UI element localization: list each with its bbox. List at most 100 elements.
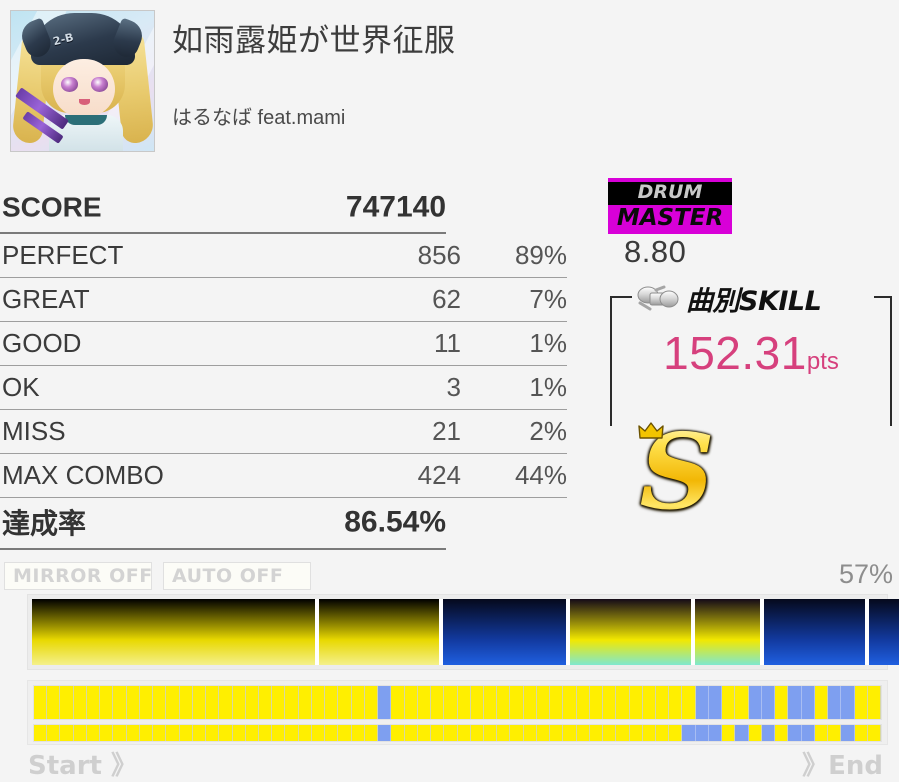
note-cell: [536, 725, 551, 741]
density-gauge-bar: [27, 594, 899, 670]
note-cell: [417, 686, 432, 719]
note-cell: [523, 686, 537, 719]
note-cell: [391, 686, 405, 719]
row-value: 11: [434, 327, 461, 358]
note-cell: [695, 686, 709, 719]
note-cell: [735, 686, 749, 719]
row-value: 424: [417, 459, 461, 490]
note-cell: [841, 686, 855, 719]
note-cell: [338, 725, 352, 741]
note-cell: [73, 686, 87, 719]
note-cell: [34, 725, 48, 741]
density-gauge-segment: [442, 599, 567, 665]
note-cell: [431, 686, 445, 719]
note-cell: [285, 725, 299, 741]
song-artist: はるなば feat.mami: [172, 107, 346, 129]
note-cell: [788, 725, 802, 741]
note-cell: [510, 686, 524, 719]
note-cell: [126, 686, 140, 719]
row-label: OK: [2, 371, 40, 402]
song-header: 2-B 如雨露姫が世界征服 はるなば feat.mami: [0, 0, 899, 163]
row-label: MISS: [2, 415, 66, 446]
note-cell: [47, 686, 61, 719]
note-cell: [748, 686, 762, 719]
note-cell: [497, 725, 511, 741]
table-row-perfect: PERFECT 856 89%: [0, 234, 567, 278]
note-cell: [364, 686, 379, 719]
note-cell: [338, 686, 352, 719]
note-cell: [589, 725, 604, 741]
note-row-top: [33, 685, 882, 720]
note-cell: [669, 725, 683, 741]
note-cell: [656, 725, 670, 741]
note-cell: [867, 686, 881, 719]
note-cell: [576, 686, 590, 719]
note-cell: [192, 686, 207, 719]
score-row: SCORE 747140: [0, 184, 446, 234]
note-cell: [616, 686, 630, 719]
table-row-max-combo: MAX COMBO 424 44%: [0, 454, 567, 498]
note-cell: [113, 686, 127, 719]
note-cell: [642, 686, 657, 719]
note-cell: [73, 725, 87, 741]
note-cell: [510, 725, 524, 741]
note-cell: [325, 686, 339, 719]
row-percent: 7%: [529, 283, 567, 314]
note-cell: [682, 686, 696, 719]
note-cell: [206, 686, 220, 719]
note-cell: [616, 725, 630, 741]
note-cell: [801, 725, 815, 741]
note-cell: [563, 725, 577, 741]
note-cell: [404, 725, 418, 741]
note-cell: [166, 686, 180, 719]
note-cell: [483, 725, 498, 741]
skill-value-container: 152.31pts: [610, 326, 892, 380]
note-cell: [457, 725, 471, 741]
density-gauge-segment: [570, 599, 692, 665]
note-cell: [669, 686, 683, 719]
density-gauge-segment: [869, 599, 899, 665]
row-percent: 89%: [514, 239, 567, 270]
note-cell: [60, 686, 74, 719]
options-row: MIRROR OFF AUTO OFF 57%: [0, 559, 899, 594]
note-cell: [192, 725, 207, 741]
difficulty-level: 8.80: [624, 234, 687, 269]
note-cell: [378, 686, 392, 719]
note-cell: [828, 686, 842, 719]
note-cell: [695, 725, 709, 741]
note-cell: [457, 686, 471, 719]
note-cell: [404, 686, 418, 719]
row-percent: 2%: [529, 415, 567, 446]
achievement-row: 達成率 86.54%: [0, 498, 446, 550]
skill-bracket-gap: [632, 289, 874, 307]
auto-option-badge[interactable]: AUTO OFF: [163, 562, 311, 590]
mirror-option-badge[interactable]: MIRROR OFF: [4, 562, 152, 590]
difficulty-badge: DRUM MASTER: [608, 178, 732, 234]
note-cell: [311, 686, 326, 719]
note-cell: [86, 686, 101, 719]
right-panel: DRUM MASTER 8.80: [600, 178, 899, 558]
note-cell: [378, 725, 392, 741]
note-cell: [417, 725, 432, 741]
note-cell: [603, 725, 617, 741]
difficulty-badge-line1: DRUM: [637, 181, 703, 203]
note-cell: [298, 686, 312, 719]
drum-icon: [636, 285, 684, 312]
note-cell: [258, 725, 273, 741]
note-cell: [179, 725, 193, 741]
note-cell: [219, 725, 233, 741]
note-cell: [483, 686, 498, 719]
score-label: SCORE: [2, 191, 102, 223]
note-cell: [497, 686, 511, 719]
start-label: Start 》: [28, 751, 138, 781]
note-cell: [761, 725, 776, 741]
row-label: GREAT: [2, 283, 90, 314]
note-cell: [311, 725, 326, 741]
density-gauge-segment: [763, 599, 866, 665]
difficulty-badge-line2: MASTER: [616, 205, 724, 231]
note-cell: [206, 725, 220, 741]
clear-percent: 57%: [838, 559, 893, 589]
note-cell: [60, 725, 74, 741]
row-label: GOOD: [2, 327, 82, 358]
note-cell: [444, 725, 458, 741]
